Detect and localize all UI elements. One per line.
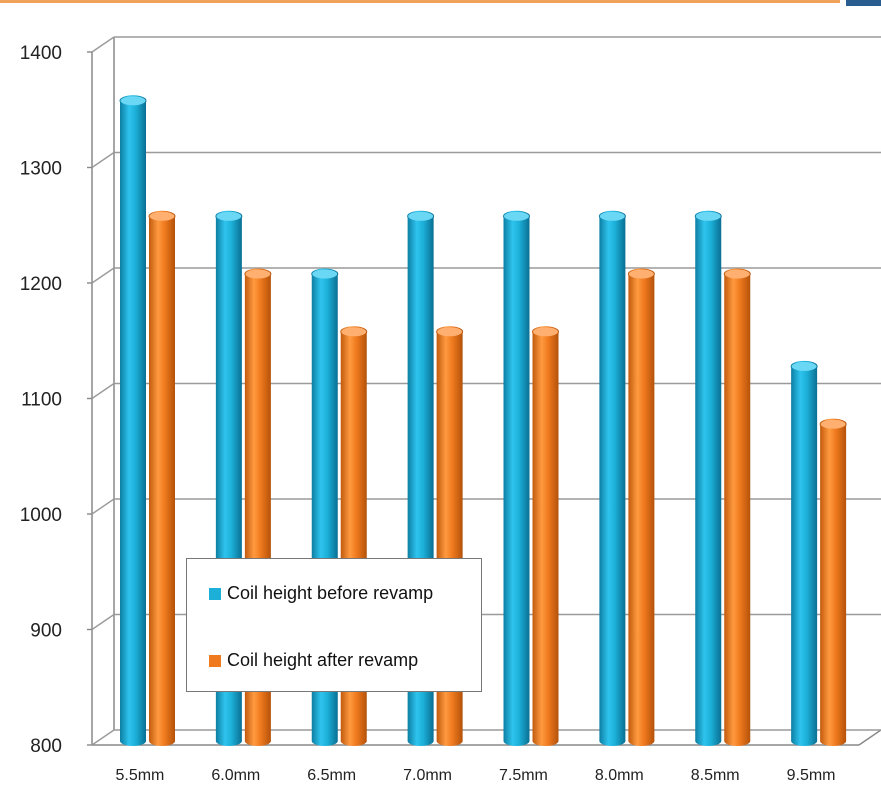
x-tick-label: 6.5mm [307,767,356,784]
legend-swatch-after [209,654,221,667]
bar-after [819,418,847,746]
gridline-side [91,36,115,53]
y-tick-label: 1200 [20,274,62,295]
x-tick-label: 7.0mm [403,767,452,784]
y-tick-label: 800 [30,736,62,757]
bar-before [119,95,147,746]
bar-before [598,210,626,746]
legend-label-before: Coil height before revamp [227,583,434,603]
y-tick-label: 900 [30,621,62,642]
gridline-side [91,382,115,400]
bar-after [532,326,559,746]
legend-item-after: Coil height after revamp [209,650,418,671]
legend-item-before: Coil height before revamp [209,583,433,604]
y-tick-label: 1000 [20,505,62,526]
bar-after [723,268,751,746]
y-tick-label: 1300 [20,159,62,180]
y-tick-label: 1100 [21,390,62,411]
x-tick-label: 8.5mm [691,767,740,784]
legend-label-after: Coil height after revamp [227,650,419,670]
bar-before [790,360,818,746]
y-tick-label: 1400 [20,43,62,64]
gridline-side [91,267,115,284]
bar-after [148,210,176,746]
x-tick-label: 9.5mm [787,767,836,784]
gridline-side [91,729,115,746]
gridline-side [91,613,115,631]
top-accent-bar [0,0,840,3]
gridline-side [91,498,115,515]
x-tick-label: 8.0mm [595,767,644,784]
x-tick-label: 5.5mm [115,767,164,784]
gridline-side [91,151,115,169]
x-tick-label: 7.5mm [499,767,548,784]
legend: Coil height before revamp Coil height af… [186,558,482,692]
bar-before [694,210,722,746]
legend-swatch-before [209,587,221,600]
bar-after [627,268,655,746]
bar-before [503,210,530,746]
top-corner-mark [846,0,881,6]
x-tick-label: 6.0mm [211,767,260,784]
floor-right-edge [858,729,881,746]
